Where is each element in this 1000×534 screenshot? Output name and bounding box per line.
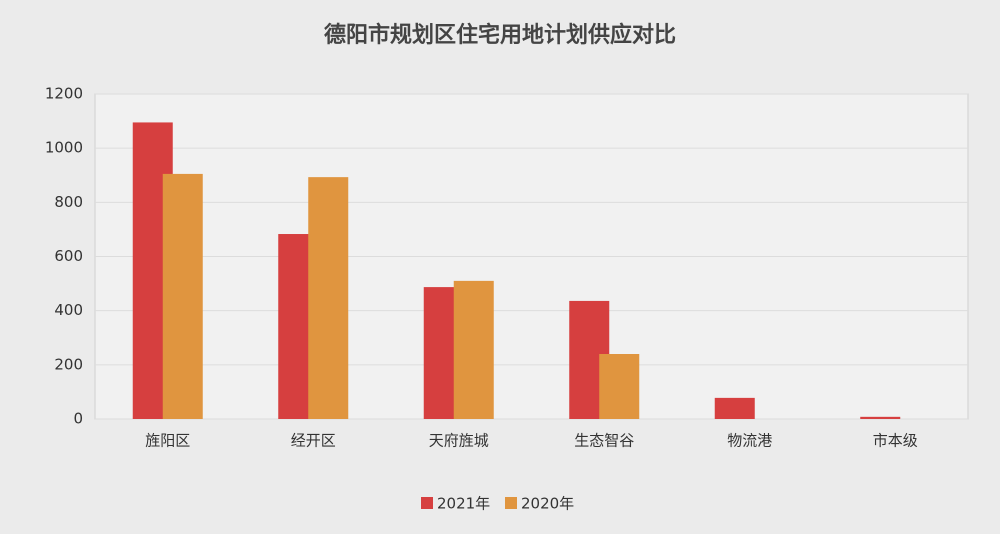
x-tick-label: 生态智谷 — [574, 432, 634, 450]
x-tick-label: 市本级 — [873, 432, 918, 450]
y-tick-label: 1000 — [45, 139, 83, 157]
y-tick-label: 600 — [54, 247, 83, 265]
bar — [714, 397, 755, 419]
y-tick-label: 200 — [54, 355, 83, 373]
x-tick-label: 旌阳区 — [145, 432, 190, 450]
bar — [860, 416, 901, 419]
legend-swatch — [421, 497, 433, 509]
bar — [599, 354, 640, 419]
y-tick-label: 800 — [54, 193, 83, 211]
legend-label: 2021年 — [437, 495, 490, 513]
bar — [453, 280, 494, 419]
x-tick-label: 物流港 — [727, 432, 772, 450]
y-tick-label: 1200 — [45, 85, 83, 103]
y-tick-label: 0 — [73, 410, 83, 428]
bar — [162, 173, 203, 419]
x-tick-label: 经开区 — [291, 432, 336, 450]
y-tick-label: 400 — [54, 301, 83, 319]
chart-title: 德阳市规划区住宅用地计划供应对比 — [324, 22, 676, 48]
x-tick-label: 天府旌城 — [429, 432, 489, 450]
bar — [308, 177, 349, 419]
legend-swatch — [505, 497, 517, 509]
legend-label: 2020年 — [521, 495, 574, 513]
